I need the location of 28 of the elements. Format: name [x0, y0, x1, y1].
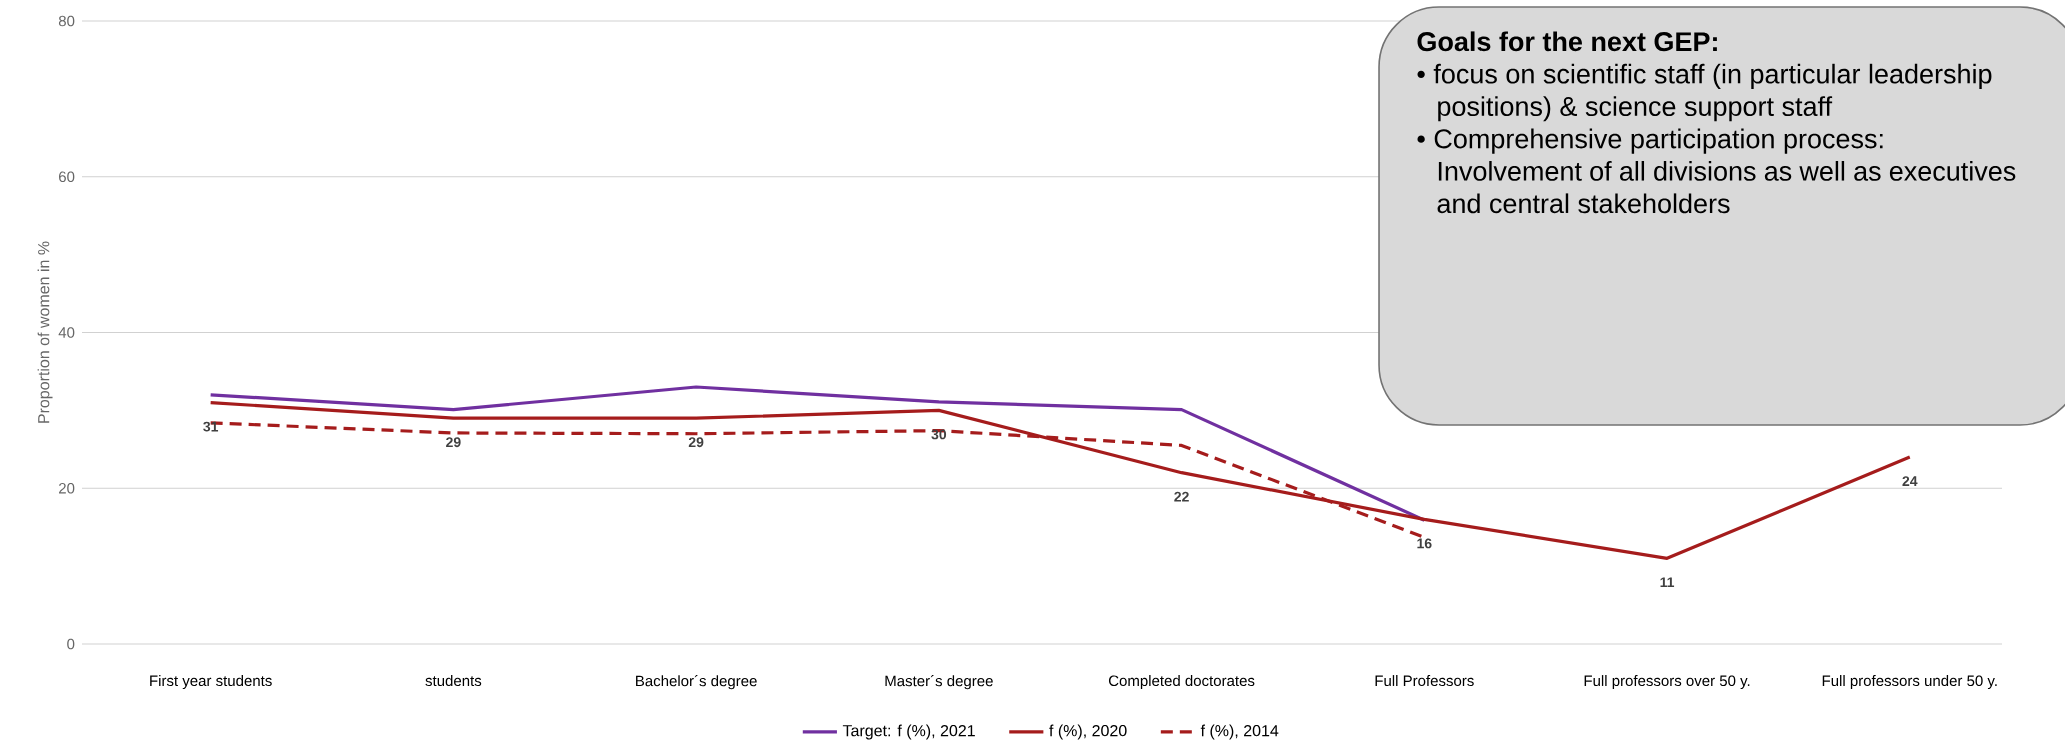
x-tick-label: Full Professors — [1375, 675, 1474, 687]
x-tick-label: students — [425, 675, 482, 687]
legend-label: f (%), 2014 — [1200, 724, 1279, 740]
y-tick-label: 20 — [59, 482, 75, 494]
y-axis-title: Proportion of women in % — [37, 241, 53, 423]
x-tick-label: Bachelor´s degree — [636, 675, 757, 690]
data-label: 16 — [1417, 538, 1432, 549]
data-label: 29 — [688, 437, 704, 448]
x-tick-label: Completed doctorates — [1108, 675, 1255, 690]
data-label: 22 — [1174, 491, 1189, 502]
legend-label: f (%), 2020 — [1049, 724, 1127, 740]
data-label: 31 — [203, 421, 219, 432]
data-label: 11 — [1660, 577, 1675, 588]
y-tick-label: 0 — [67, 638, 75, 650]
data-label: 24 — [1902, 476, 1918, 486]
x-tick-label: First year students — [150, 675, 272, 690]
x-tick-label: Full professors over 50 y. — [1584, 675, 1750, 690]
annotation: Goals for the next GEP: — [1417, 31, 1717, 52]
annotation: • focus on scientific staff (in particular leadership positions) & science support staff — [1417, 63, 1992, 122]
y-tick-label: 60 — [59, 171, 75, 183]
x-tick-label: Master´s degree — [885, 675, 993, 690]
y-tick-label: 80 — [58, 15, 75, 27]
y-tick-label: 40 — [58, 327, 75, 338]
annotation: • Comprehensive participation process: Involvement of all divisions as well as executives and central stakeholders — [1417, 128, 2016, 214]
data-label: 29 — [446, 437, 461, 448]
x-tick-label: Full professors under 50 y. — [1822, 675, 1997, 690]
legend-label: Target: f (%), 2021 — [842, 724, 975, 740]
data-label: 30 — [931, 429, 947, 440]
